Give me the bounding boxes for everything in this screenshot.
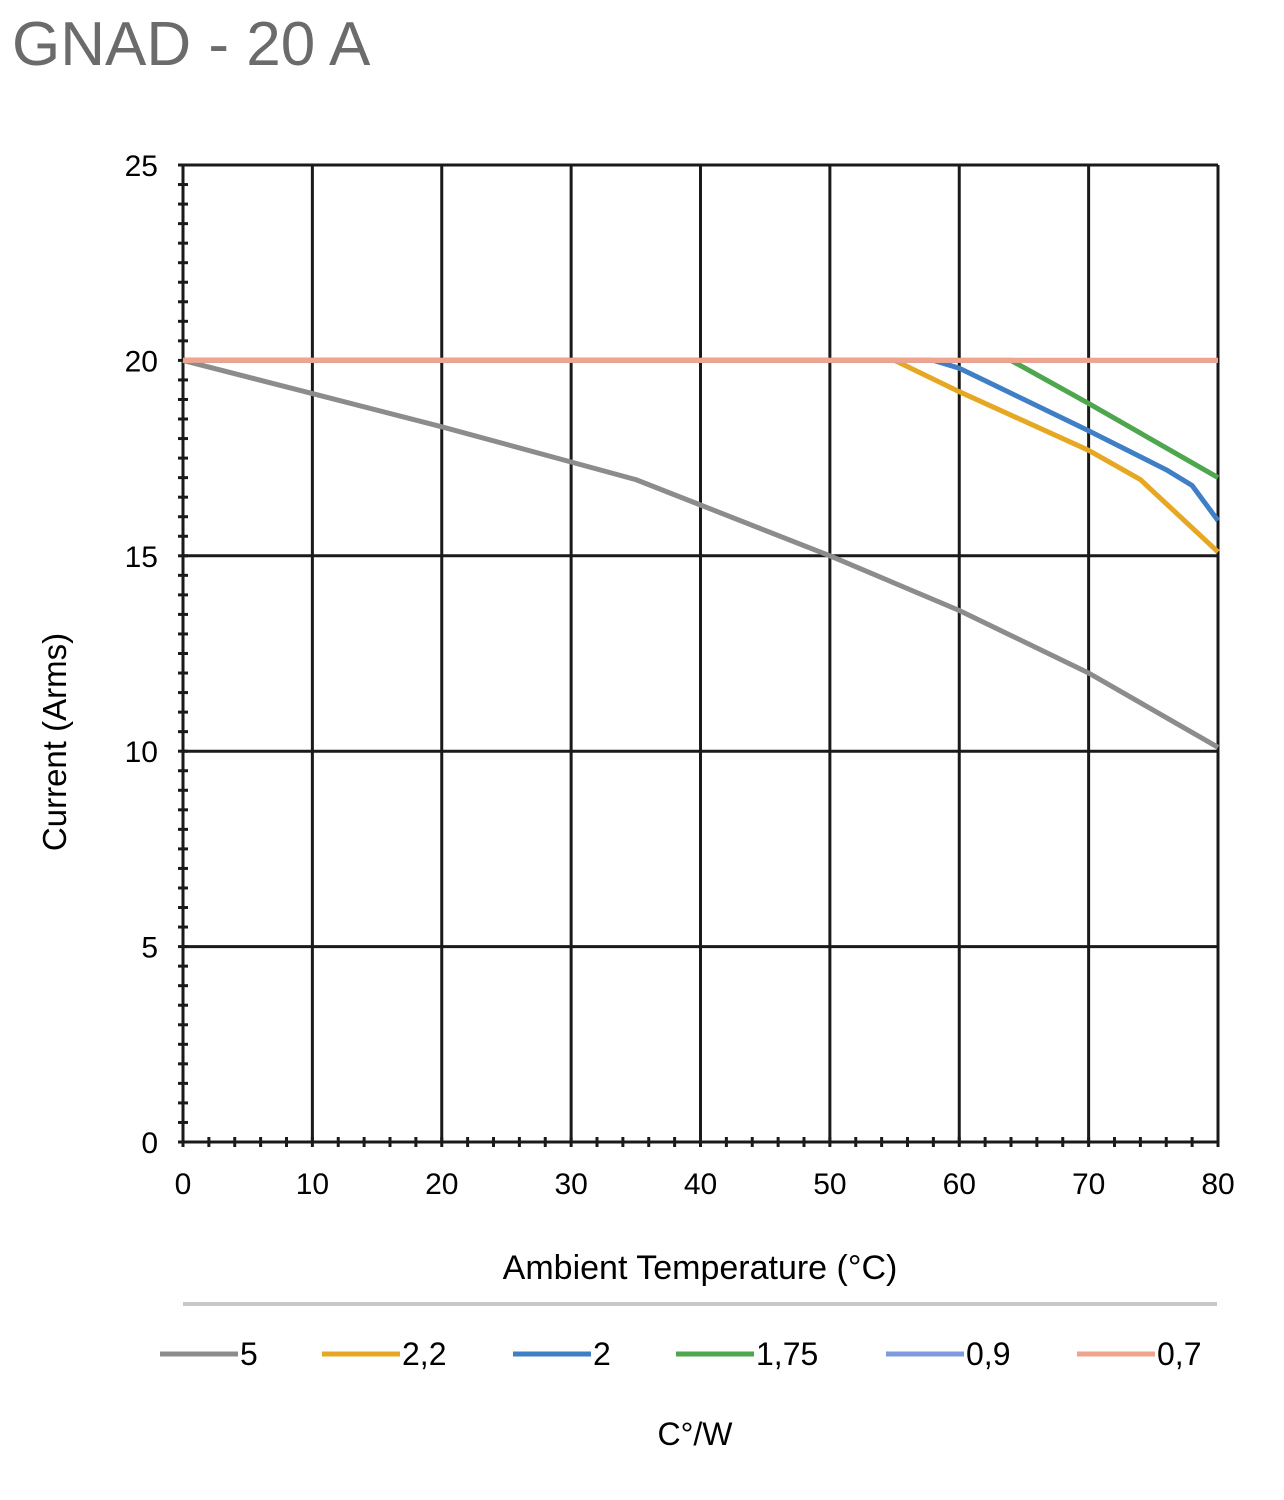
legend-item: 0,7 — [1077, 1336, 1201, 1372]
legend: 5 2,2 2 1,75 0,9 0,7 — [160, 1336, 1201, 1372]
legend-label: 2,2 — [402, 1336, 446, 1372]
axis-ticks — [178, 163, 1220, 1147]
y-tick-label: 5 — [141, 932, 158, 965]
x-tick-label: 60 — [943, 1168, 976, 1201]
y-axis-label: Current (Arms) — [36, 633, 73, 851]
legend-item: 5 — [160, 1336, 258, 1372]
legend-label: 1,75 — [756, 1336, 818, 1372]
x-tick-label: 70 — [1072, 1168, 1105, 1201]
y-tick-labels: 0 5 10 15 20 25 — [125, 150, 158, 1160]
y-tick-label: 15 — [125, 541, 158, 574]
y-tick-label: 0 — [141, 1127, 158, 1160]
x-tick-label: 0 — [175, 1168, 192, 1201]
legend-label: 0,9 — [966, 1336, 1010, 1372]
x-tick-label: 30 — [554, 1168, 587, 1201]
legend-item: 2 — [513, 1336, 611, 1372]
y-tick-label: 10 — [125, 736, 158, 769]
legend-label: 2 — [593, 1336, 611, 1372]
legend-item: 2,2 — [322, 1336, 446, 1372]
x-tick-label: 80 — [1201, 1168, 1234, 1201]
x-tick-labels: 0 10 20 30 40 50 60 70 80 — [175, 1168, 1235, 1201]
x-tick-label: 20 — [425, 1168, 458, 1201]
grid-lines — [181, 163, 1220, 1144]
x-tick-label: 10 — [296, 1168, 329, 1201]
x-tick-label: 40 — [684, 1168, 717, 1201]
x-tick-label: 50 — [813, 1168, 846, 1201]
legend-item: 0,9 — [886, 1336, 1010, 1372]
x-axis-label: Ambient Temperature (°C) — [503, 1249, 898, 1287]
legend-label: 5 — [240, 1336, 258, 1372]
legend-item: 1,75 — [676, 1336, 818, 1372]
y-tick-label: 25 — [125, 150, 158, 183]
legend-title: C°/W — [657, 1416, 733, 1452]
series-line-5 — [182, 357, 1220, 750]
legend-label: 0,7 — [1157, 1336, 1201, 1372]
y-tick-label: 20 — [125, 345, 158, 378]
chart-title: GNAD - 20 A — [12, 10, 371, 79]
series-lines — [182, 357, 1221, 750]
